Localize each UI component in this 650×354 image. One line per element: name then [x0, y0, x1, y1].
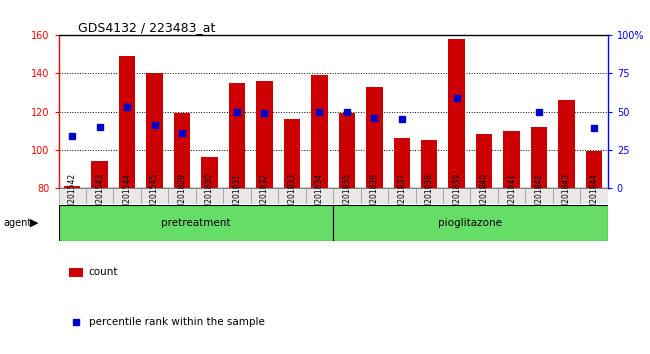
Bar	[421, 140, 437, 188]
Bar	[283, 119, 300, 188]
Bar	[92, 161, 108, 188]
Bar	[119, 56, 135, 188]
Bar	[196, 188, 224, 204]
Text: agent: agent	[3, 218, 31, 228]
Bar	[580, 188, 608, 204]
Bar	[229, 83, 245, 188]
Text: ▶: ▶	[30, 218, 38, 228]
Bar	[476, 134, 493, 188]
Bar	[114, 188, 141, 204]
Bar	[498, 188, 525, 204]
Bar	[306, 188, 333, 204]
Text: GSM201840: GSM201840	[480, 172, 489, 219]
Text: GSM201841: GSM201841	[507, 173, 516, 218]
Text: GSM201543: GSM201543	[95, 172, 104, 219]
Text: GSM201833: GSM201833	[287, 172, 296, 219]
Bar	[58, 205, 333, 241]
Bar	[251, 188, 278, 204]
Text: GSM201542: GSM201542	[68, 172, 77, 219]
Bar	[141, 188, 168, 204]
Bar	[471, 188, 498, 204]
Bar	[146, 73, 163, 188]
Bar	[531, 127, 547, 188]
Bar	[256, 81, 273, 188]
Text: GSM201544: GSM201544	[123, 172, 132, 219]
Text: GSM201834: GSM201834	[315, 172, 324, 219]
Text: GSM201838: GSM201838	[424, 173, 434, 218]
Bar	[278, 188, 306, 204]
Bar	[525, 188, 552, 204]
Text: count: count	[88, 267, 118, 278]
Text: GDS4132 / 223483_at: GDS4132 / 223483_at	[78, 21, 215, 34]
Bar	[388, 188, 415, 204]
Text: GSM201843: GSM201843	[562, 172, 571, 219]
Bar	[393, 138, 410, 188]
Bar	[339, 113, 355, 188]
Bar	[503, 131, 520, 188]
Bar	[366, 87, 383, 188]
Bar	[311, 75, 328, 188]
Text: pretreatment: pretreatment	[161, 218, 231, 228]
Bar	[174, 113, 190, 188]
Bar	[202, 157, 218, 188]
Text: GSM201831: GSM201831	[233, 173, 242, 218]
Bar	[224, 188, 251, 204]
Text: GSM201835: GSM201835	[343, 172, 352, 219]
Bar	[333, 188, 361, 204]
Bar	[58, 188, 86, 204]
Text: GSM201839: GSM201839	[452, 172, 462, 219]
Bar	[586, 152, 603, 188]
Bar	[168, 188, 196, 204]
Text: GSM201829: GSM201829	[177, 173, 187, 218]
Bar	[64, 186, 81, 188]
Text: GSM201830: GSM201830	[205, 172, 214, 219]
Text: GSM201545: GSM201545	[150, 172, 159, 219]
Bar	[443, 188, 471, 204]
Bar	[415, 188, 443, 204]
Text: GSM201842: GSM201842	[534, 173, 543, 218]
Text: GSM201837: GSM201837	[397, 172, 406, 219]
Bar	[552, 188, 580, 204]
Bar	[448, 39, 465, 188]
Bar	[333, 205, 608, 241]
Bar	[558, 100, 575, 188]
Text: GSM201836: GSM201836	[370, 172, 379, 219]
Bar	[70, 268, 83, 277]
Text: pioglitazone: pioglitazone	[439, 218, 502, 228]
Text: GSM201832: GSM201832	[260, 173, 269, 218]
Bar	[86, 188, 114, 204]
Text: percentile rank within the sample: percentile rank within the sample	[88, 317, 265, 327]
Text: GSM201844: GSM201844	[590, 172, 599, 219]
Bar	[361, 188, 388, 204]
